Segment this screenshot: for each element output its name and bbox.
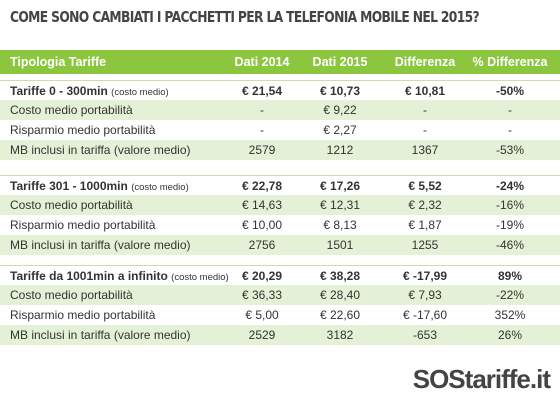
- group-row: Tariffe 301 - 1000min (costo medio) € 22,…: [0, 175, 560, 196]
- group-label: Tariffe da 1001min a infinito (costo med…: [10, 266, 229, 288]
- row-value: € 28,40: [319, 288, 361, 302]
- group-value: € 5,52: [408, 179, 442, 193]
- row-value: -: [508, 123, 512, 137]
- group-value: € 10,73: [319, 84, 361, 98]
- row-value: 3182: [326, 328, 354, 342]
- row-value: € 2,32: [408, 198, 442, 212]
- row-value: -: [423, 103, 427, 117]
- row-value: -: [260, 103, 264, 117]
- group-value: -50%: [495, 84, 524, 98]
- group-value: € 21,54: [241, 84, 283, 98]
- row-value: € 1,87: [408, 218, 442, 232]
- header-cell: % Differenza: [472, 55, 548, 69]
- header-row: Tipologia Tariffe Dati 2014 Dati 2015 Diffe…: [0, 50, 560, 74]
- table-row: Risparmio medio portabilità € 10,00 € 8,13…: [0, 215, 560, 235]
- group-value: € -17,99: [402, 269, 448, 283]
- logo: SOStariffe.it: [412, 364, 551, 395]
- row-label: MB inclusi in tariffa (valore medio): [10, 238, 191, 252]
- table-row: Costo medio portabilità € 36,33 € 28,40 € 7…: [0, 285, 560, 305]
- row-value: -: [423, 123, 427, 137]
- row-value: -46%: [495, 238, 524, 252]
- group-value: 89%: [497, 269, 523, 283]
- row-value: 1212: [326, 143, 354, 157]
- header-cell: Differenza: [394, 55, 456, 69]
- logo-prefix: SOS: [412, 364, 466, 394]
- group-value: € 10,81: [404, 84, 446, 98]
- row-value: 1501: [326, 238, 354, 252]
- header-cell: Dati 2014: [234, 55, 290, 69]
- row-value: -16%: [495, 198, 524, 212]
- row-value: € 14,63: [241, 198, 283, 212]
- row-value: -22%: [495, 288, 524, 302]
- row-value: -: [260, 123, 264, 137]
- row-value: -: [508, 103, 512, 117]
- table-row: Costo medio portabilità € 14,63 € 12,31 € 2…: [0, 195, 560, 215]
- row-label: Costo medio portabilità: [10, 103, 133, 117]
- logo-suffix: tariffe.it: [464, 364, 551, 394]
- row-value: -53%: [495, 143, 524, 157]
- row-value: -19%: [495, 218, 524, 232]
- row-label: Costo medio portabilità: [10, 288, 133, 302]
- table-row: Costo medio portabilità - € 9,22 - -: [0, 100, 560, 120]
- row-label: Risparmio medio portabilità: [10, 123, 156, 137]
- row-value: 2756: [248, 238, 276, 252]
- header-cell: Tipologia Tariffe: [10, 55, 107, 69]
- row-value: € 10,00: [241, 218, 283, 232]
- group-row: Tariffe 0 - 300min (costo medio) € 21,54 €…: [0, 80, 560, 101]
- row-value: € 36,33: [241, 288, 283, 302]
- table-row: Risparmio medio portabilità € 5,00 € 22,60…: [0, 305, 560, 325]
- table-row: MB inclusi in tariffa (valore medio) 2529…: [0, 325, 560, 345]
- group-label: Tariffe 301 - 1000min (costo medio): [10, 176, 189, 198]
- group-value: € 38,28: [319, 269, 361, 283]
- row-label: MB inclusi in tariffa (valore medio): [10, 328, 191, 342]
- group-title: Tariffe 301 - 1000min: [10, 179, 128, 193]
- group-label: Tariffe 0 - 300min (costo medio): [10, 81, 169, 103]
- row-value: € 9,22: [323, 103, 357, 117]
- row-value: € 8,13: [323, 218, 357, 232]
- title: COME SONO CAMBIATI I PACCHETTI PER LA TE…: [10, 8, 480, 26]
- row-value: 2529: [248, 328, 276, 342]
- group-value: € 22,78: [241, 179, 283, 193]
- row-value: 26%: [497, 328, 523, 342]
- row-value: € 7,93: [408, 288, 442, 302]
- row-value: € 2,27: [323, 123, 357, 137]
- group-value: € 20,29: [241, 269, 283, 283]
- header-cell: Dati 2015: [312, 55, 368, 69]
- row-value: € 12,31: [319, 198, 361, 212]
- row-value: 1367: [411, 143, 439, 157]
- group-title: Tariffe 0 - 300min: [10, 84, 108, 98]
- row-value: € 22,60: [319, 308, 361, 322]
- group-row: Tariffe da 1001min a infinito (costo med…: [0, 265, 560, 286]
- row-label: Risparmio medio portabilità: [10, 218, 156, 232]
- row-value: -653: [412, 328, 438, 342]
- group-value: -24%: [495, 179, 524, 193]
- row-label: Costo medio portabilità: [10, 198, 133, 212]
- group-note: (costo medio): [131, 182, 189, 193]
- row-value: € 5,00: [245, 308, 279, 322]
- row-label: MB inclusi in tariffa (valore medio): [10, 143, 191, 157]
- table-row: Risparmio medio portabilità - € 2,27 - -: [0, 120, 560, 140]
- row-value: € -17,60: [402, 308, 448, 322]
- row-label: Risparmio medio portabilità: [10, 308, 156, 322]
- row-value: 1255: [411, 238, 439, 252]
- row-value: 2579: [248, 143, 276, 157]
- table-row: MB inclusi in tariffa (valore medio) 2579…: [0, 140, 560, 160]
- row-value: 352%: [494, 308, 526, 322]
- group-note: (costo medio): [111, 87, 169, 98]
- table-row: MB inclusi in tariffa (valore medio) 2756…: [0, 235, 560, 255]
- group-value: € 17,26: [319, 179, 361, 193]
- group-title: Tariffe da 1001min a infinito: [10, 269, 168, 283]
- group-note: (costo medio): [171, 272, 229, 283]
